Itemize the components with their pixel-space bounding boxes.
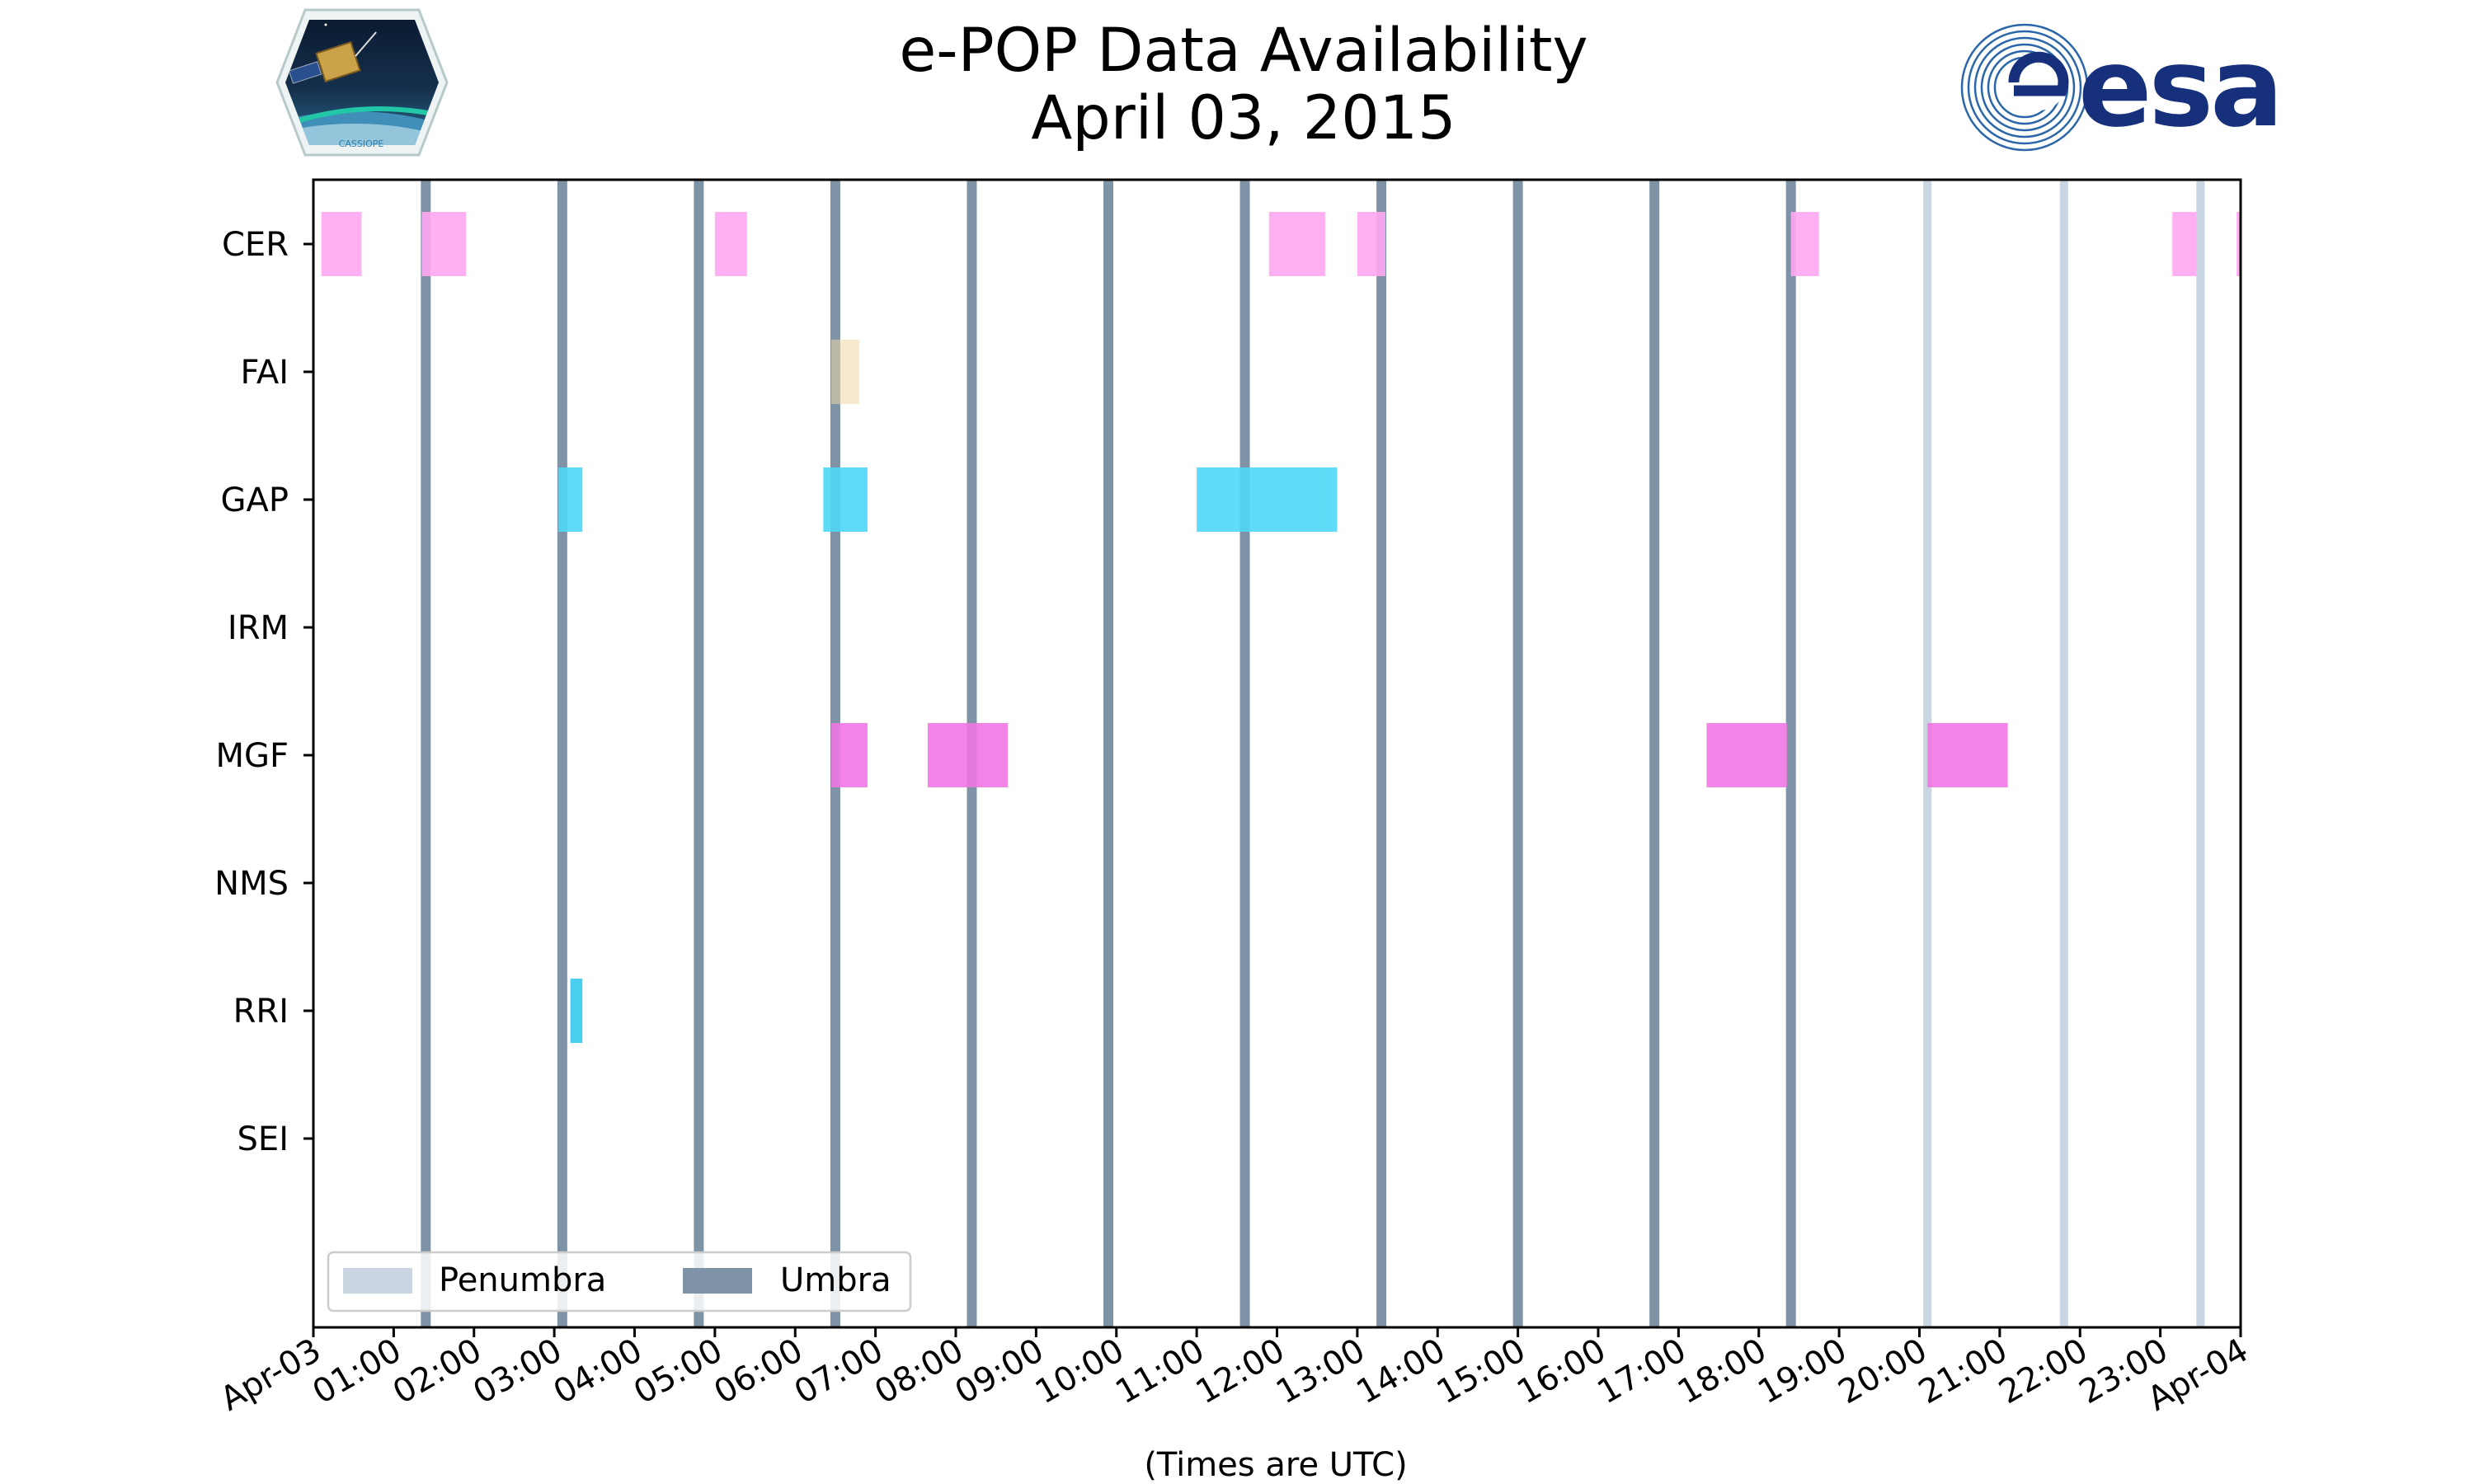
cassiope-logo: CASSIOPE — [275, 8, 449, 157]
interval-mgf-13 — [831, 723, 868, 787]
y-tick-label-gap: GAP — [221, 481, 289, 519]
interval-cer-6 — [2172, 212, 2197, 276]
umbra-band-2 — [694, 180, 704, 1327]
x-tick-label-10: 10:00 — [1029, 1331, 1131, 1411]
chart-title: e-POP Data Availability — [899, 16, 1587, 86]
x-tick-label-2: 02:00 — [387, 1331, 488, 1411]
x-axis: Apr-0301:0002:0003:0004:0005:0006:0007:0… — [214, 1327, 2255, 1419]
x-tick-label-7: 07:00 — [788, 1331, 890, 1411]
x-tick-label-17: 17:00 — [1592, 1331, 1693, 1411]
cassiope-logo-text: CASSIOPE — [339, 139, 384, 149]
y-axis: CER FAI GAP IRM MGF NMS RRI SEI — [214, 226, 313, 1158]
legend-label-umbra: Umbra — [780, 1261, 891, 1299]
x-tick-label-6: 06:00 — [708, 1331, 809, 1411]
legend-swatch-penumbra — [343, 1268, 412, 1294]
x-tick-label-0: Apr-03 — [214, 1331, 327, 1419]
interval-cer-7 — [2236, 212, 2241, 276]
x-tick-label-15: 15:00 — [1431, 1331, 1532, 1411]
x-tick-label-13: 13:00 — [1270, 1331, 1371, 1411]
x-tick-label-19: 19:00 — [1752, 1331, 1853, 1411]
x-tick-label-20: 20:00 — [1832, 1331, 1934, 1411]
x-tick-label-1: 01:00 — [307, 1331, 408, 1411]
plot-area: CER FAI GAP IRM MGF NMS RRI SEI Apr-0301:0002:0… — [214, 178, 2255, 1419]
umbra-band-5 — [1103, 180, 1114, 1327]
penumbra-band-3 — [2196, 180, 2205, 1327]
interval-cer-2 — [714, 212, 747, 276]
umbra-band-6 — [1239, 180, 1250, 1327]
interval-cer-5 — [1790, 212, 1819, 276]
y-tick-label-mgf: MGF — [215, 737, 289, 775]
interval-gap-12 — [1321, 467, 1338, 532]
interval-gap-11 — [1197, 467, 1322, 532]
x-tick-label-9: 09:00 — [949, 1331, 1051, 1411]
x-tick-label-8: 08:00 — [868, 1331, 970, 1411]
x-axis-label: (Times are UTC) — [1144, 1446, 1407, 1484]
x-tick-label-12: 12:00 — [1190, 1331, 1291, 1411]
x-tick-label-5: 05:00 — [628, 1331, 729, 1411]
umbra-band-0 — [421, 180, 431, 1327]
interval-fai-8 — [831, 340, 860, 404]
interval-cer-0 — [321, 212, 362, 276]
y-tick-label-fai: FAI — [241, 354, 289, 392]
data-intervals — [321, 212, 2241, 1043]
x-tick-label-11: 11:00 — [1109, 1331, 1211, 1411]
x-tick-label-22: 22:00 — [1992, 1331, 2094, 1411]
umbra-band-10 — [1785, 180, 1796, 1327]
umbra-band-9 — [1649, 180, 1660, 1327]
x-tick-label-18: 18:00 — [1672, 1331, 1773, 1411]
y-tick-label-nms: NMS — [214, 865, 289, 903]
esa-logo-text: esa — [2078, 25, 2280, 152]
chart-subtitle: April 03, 2015 — [1031, 83, 1456, 153]
shadow-bands — [421, 180, 2205, 1327]
interval-gap-10 — [823, 467, 868, 532]
x-tick-label-16: 16:00 — [1511, 1331, 1612, 1411]
interval-mgf-16 — [1927, 723, 2008, 787]
x-tick-label-4: 04:00 — [548, 1331, 649, 1411]
interval-cer-4 — [1357, 212, 1385, 276]
x-tick-label-21: 21:00 — [1912, 1331, 2014, 1411]
esa-swirl-icon — [1960, 23, 2089, 152]
esa-logo: esa — [1960, 23, 2284, 152]
y-tick-label-sei: SEI — [238, 1120, 289, 1158]
interval-cer-1 — [421, 212, 467, 276]
legend-frame — [327, 1251, 912, 1313]
legend-swatch-umbra — [683, 1268, 752, 1294]
umbra-band-1 — [557, 180, 567, 1327]
interval-mgf-14 — [927, 723, 1009, 787]
interval-cer-3 — [1268, 212, 1325, 276]
umbra-band-7 — [1376, 180, 1387, 1327]
legend-label-penumbra: Penumbra — [439, 1261, 606, 1299]
x-tick-label-3: 03:00 — [467, 1331, 568, 1411]
y-tick-label-rri: RRI — [233, 993, 289, 1031]
y-tick-label-cer: CER — [222, 226, 289, 264]
x-tick-label-14: 14:00 — [1350, 1331, 1451, 1411]
y-tick-label-irm: IRM — [228, 609, 289, 647]
legend: Penumbra Umbra — [327, 1251, 912, 1313]
interval-rri-17 — [570, 979, 583, 1043]
interval-mgf-15 — [1706, 723, 1787, 787]
umbra-band-8 — [1512, 180, 1523, 1327]
penumbra-band-2 — [2059, 180, 2068, 1327]
interval-gap-9 — [557, 467, 583, 532]
